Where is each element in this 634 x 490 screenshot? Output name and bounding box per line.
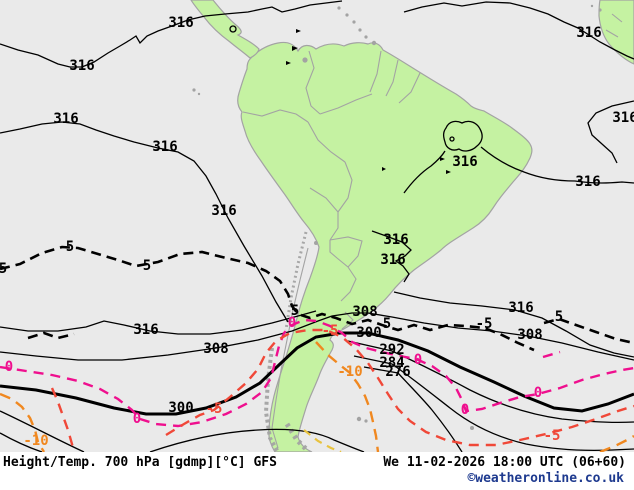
isotherm-zero-magenta xyxy=(0,318,634,428)
map-marks xyxy=(229,25,455,174)
landmass-south-america xyxy=(237,41,533,452)
isotherm-plus5-black xyxy=(0,245,535,352)
landmasses xyxy=(190,0,634,452)
ne-brazil-contour-blob xyxy=(449,136,455,142)
panama-contour-ring xyxy=(229,25,237,33)
map-title: Height/Temp. 700 hPa [gdmp][°C] GFS xyxy=(3,455,277,470)
isotherm-minus5-red-west xyxy=(50,387,76,452)
footer-caption-row: Height/Temp. 700 hPa [gdmp][°C] GFS We 1… xyxy=(0,452,634,470)
landmass-central-america xyxy=(190,0,260,59)
copyright-link[interactable]: ©weatheronline.co.uk xyxy=(467,471,624,486)
footer-copyright-row: ©weatheronline.co.uk xyxy=(0,471,634,486)
country-borders xyxy=(242,13,623,449)
isotherm-black-squiggle xyxy=(27,331,75,340)
map-canvas: 316 316 316 316 316 316 316 316 316 316 316 316 316 3… xyxy=(0,0,634,452)
islands xyxy=(192,4,602,430)
isotherm-minus5-red xyxy=(165,328,634,447)
valid-datetime: We 11-02-2026 18:00 UTC (06+60) xyxy=(383,455,626,470)
map-footer: Height/Temp. 700 hPa [gdmp][°C] GFS We 1… xyxy=(0,452,634,490)
south-america-weather-map xyxy=(0,0,634,452)
temperature-contours xyxy=(0,245,634,452)
andes-terrain-speckle xyxy=(263,231,309,452)
isotherm-minus10-orange-corner xyxy=(599,434,634,452)
isotherm-zero-magenta-bit xyxy=(542,350,561,359)
isotherm-minus10-orange-east xyxy=(315,341,380,452)
isotherm-minus10-orange-west xyxy=(0,392,46,452)
height-contours xyxy=(0,0,634,452)
landmass-west-africa xyxy=(598,0,634,65)
